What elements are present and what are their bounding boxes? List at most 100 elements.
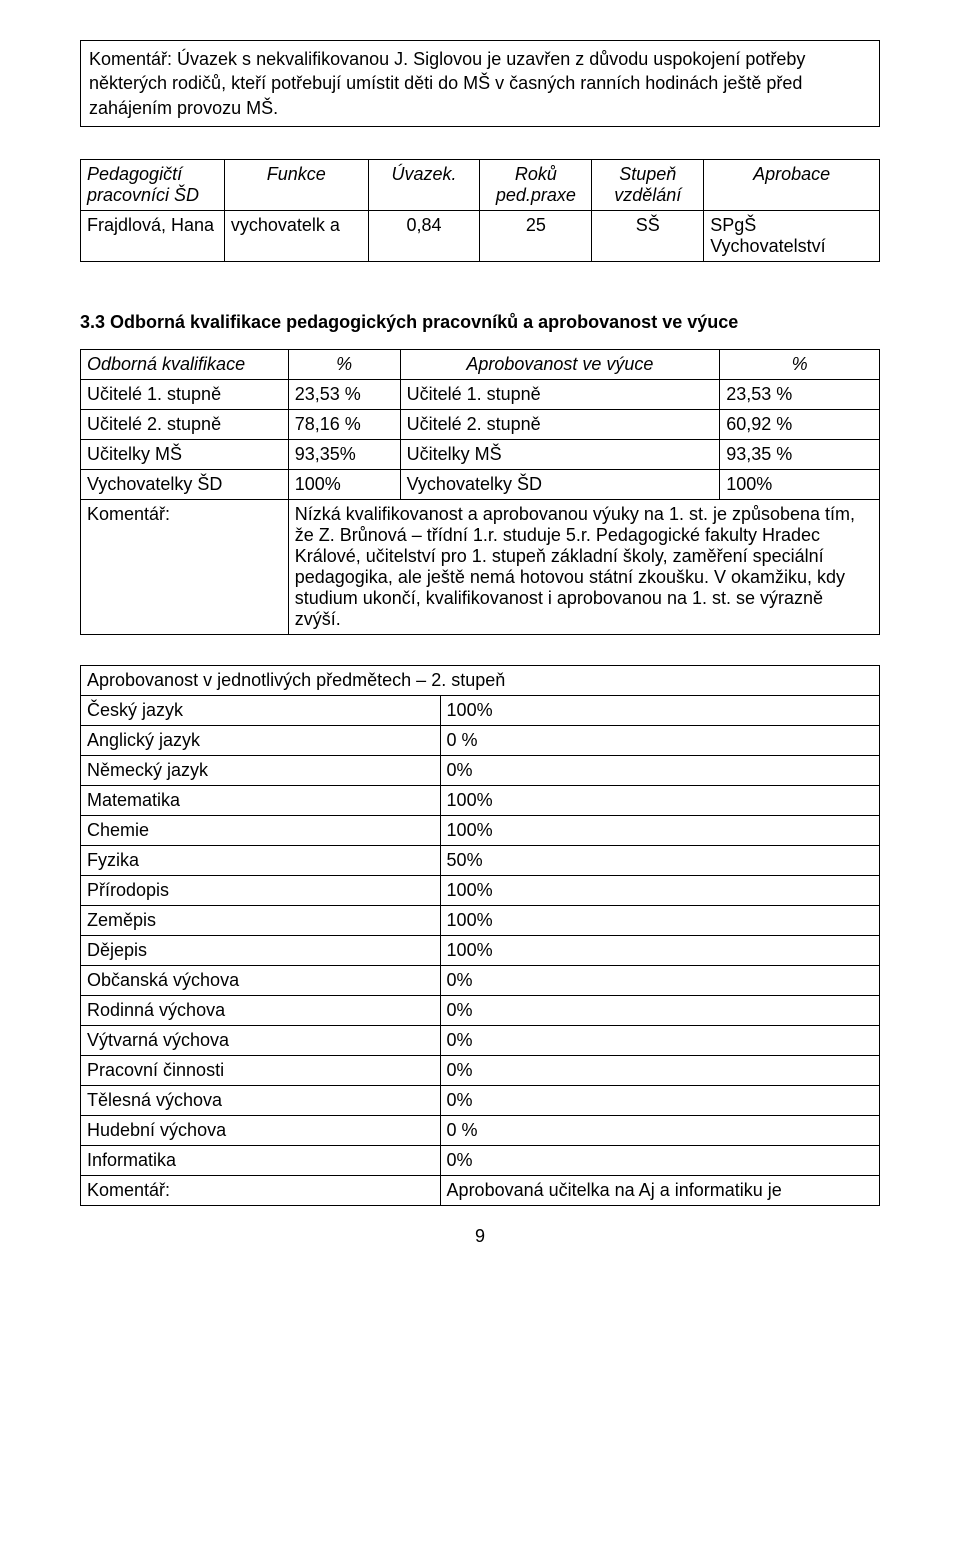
cell: Přírodopis [81, 875, 441, 905]
cell: Informatika [81, 1145, 441, 1175]
comment-text: Komentář: Úvazek s nekvalifikovanou J. S… [89, 49, 805, 118]
page-number: 9 [80, 1226, 880, 1247]
cell: 100% [440, 695, 879, 725]
cell: 93,35 % [720, 439, 880, 469]
cell: 100% [440, 785, 879, 815]
cell: Učitelky MŠ [81, 439, 289, 469]
table-row: Informatika0% [81, 1145, 880, 1175]
table-row: Chemie100% [81, 815, 880, 845]
cell: 23,53 % [288, 379, 400, 409]
cell: 60,92 % [720, 409, 880, 439]
table-row: Český jazyk100% [81, 695, 880, 725]
cell-years: 25 [480, 210, 592, 261]
cell-name: Frajdlová, Hana [81, 210, 225, 261]
table-row: Učitelé 1. stupně 23,53 % Učitelé 1. stu… [81, 379, 880, 409]
th-approb: Aprobovanost ve výuce [400, 349, 720, 379]
cell: 100% [288, 469, 400, 499]
table-row: Tělesná výchova0% [81, 1085, 880, 1115]
table-row: Fyzika50% [81, 845, 880, 875]
th-years: Roků ped.praxe [480, 159, 592, 210]
cell: 0% [440, 1025, 879, 1055]
th-staff: Pedagogičtí pracovníci ŠD [81, 159, 225, 210]
cell: 50% [440, 845, 879, 875]
document-page: Komentář: Úvazek s nekvalifikovanou J. S… [0, 0, 960, 1267]
table-staff-sd: Pedagogičtí pracovníci ŠD Funkce Úvazek.… [80, 159, 880, 262]
cell: 100% [440, 935, 879, 965]
cell: Český jazyk [81, 695, 441, 725]
cell: 0% [440, 1085, 879, 1115]
table-row: Německý jazyk0% [81, 755, 880, 785]
cell: 78,16 % [288, 409, 400, 439]
cell: Fyzika [81, 845, 441, 875]
table-row-comment: Komentář: Aprobovaná učitelka na Aj a in… [81, 1175, 880, 1205]
cell: 0 % [440, 1115, 879, 1145]
table-row: Vychovatelky ŠD 100% Vychovatelky ŠD 100… [81, 469, 880, 499]
cell-education: SŠ [592, 210, 704, 261]
cell: 0% [440, 1145, 879, 1175]
cell: Pracovní činnosti [81, 1055, 441, 1085]
cell: Vychovatelky ŠD [81, 469, 289, 499]
cell: Tělesná výchova [81, 1085, 441, 1115]
cell: 0% [440, 1055, 879, 1085]
th-approbation: Aprobace [704, 159, 880, 210]
table-row: Zeměpis100% [81, 905, 880, 935]
table-row: Pracovní činnosti0% [81, 1055, 880, 1085]
cell: Občanská výchova [81, 965, 441, 995]
cell: 0% [440, 755, 879, 785]
th-education: Stupeň vzdělání [592, 159, 704, 210]
cell-approbation: SPgŠ Vychovatelství [704, 210, 880, 261]
cell: Rodinná výchova [81, 995, 441, 1025]
cell: Výtvarná výchova [81, 1025, 441, 1055]
table-header-row: Odborná kvalifikace % Aprobovanost ve vý… [81, 349, 880, 379]
section-heading-33: 3.3 Odborná kvalifikace pedagogických pr… [80, 312, 880, 333]
cell-comment-text: Nízká kvalifikovanost a aprobovanou výuk… [288, 499, 879, 634]
table-approbation-subjects: Aprobovanost v jednotlivých předmětech –… [80, 665, 880, 1206]
table-header-row: Pedagogičtí pracovníci ŠD Funkce Úvazek.… [81, 159, 880, 210]
table-row: Dějepis100% [81, 935, 880, 965]
cell: 93,35% [288, 439, 400, 469]
th-pct2: % [720, 349, 880, 379]
table-title-row: Aprobovanost v jednotlivých předmětech –… [81, 665, 880, 695]
table-row: Anglický jazyk0 % [81, 725, 880, 755]
cell: 0 % [440, 725, 879, 755]
cell: 23,53 % [720, 379, 880, 409]
th-pct1: % [288, 349, 400, 379]
table-row: Rodinná výchova0% [81, 995, 880, 1025]
cell: Učitelé 2. stupně [81, 409, 289, 439]
cell: 100% [440, 875, 879, 905]
comment-box: Komentář: Úvazek s nekvalifikovanou J. S… [80, 40, 880, 127]
table-row: Hudební výchova0 % [81, 1115, 880, 1145]
cell: Chemie [81, 815, 441, 845]
table-row: Učitelky MŠ 93,35% Učitelky MŠ 93,35 % [81, 439, 880, 469]
cell: Anglický jazyk [81, 725, 441, 755]
cell: Učitelé 1. stupně [400, 379, 720, 409]
table-row: Přírodopis100% [81, 875, 880, 905]
th-workload: Úvazek. [368, 159, 480, 210]
cell: Německý jazyk [81, 755, 441, 785]
table-qualification: Odborná kvalifikace % Aprobovanost ve vý… [80, 349, 880, 635]
cell-comment-label: Komentář: [81, 1175, 441, 1205]
cell-workload: 0,84 [368, 210, 480, 261]
cell: Vychovatelky ŠD [400, 469, 720, 499]
cell: Zeměpis [81, 905, 441, 935]
cell: Matematika [81, 785, 441, 815]
table-row: Občanská výchova0% [81, 965, 880, 995]
cell: 100% [720, 469, 880, 499]
table-row: Matematika100% [81, 785, 880, 815]
cell: 100% [440, 905, 879, 935]
cell: Učitelé 2. stupně [400, 409, 720, 439]
cell-function: vychovatelk a [224, 210, 368, 261]
cell: Dějepis [81, 935, 441, 965]
th-function: Funkce [224, 159, 368, 210]
cell: Hudební výchova [81, 1115, 441, 1145]
table-row: Učitelé 2. stupně 78,16 % Učitelé 2. stu… [81, 409, 880, 439]
cell-comment-text: Aprobovaná učitelka na Aj a informatiku … [440, 1175, 879, 1205]
table-row: Výtvarná výchova0% [81, 1025, 880, 1055]
cell: Učitelé 1. stupně [81, 379, 289, 409]
cell: 100% [440, 815, 879, 845]
th-qual: Odborná kvalifikace [81, 349, 289, 379]
cell: Učitelky MŠ [400, 439, 720, 469]
cell: 0% [440, 965, 879, 995]
table-title: Aprobovanost v jednotlivých předmětech –… [81, 665, 880, 695]
table-row-comment: Komentář: Nízká kvalifikovanost a aprobo… [81, 499, 880, 634]
